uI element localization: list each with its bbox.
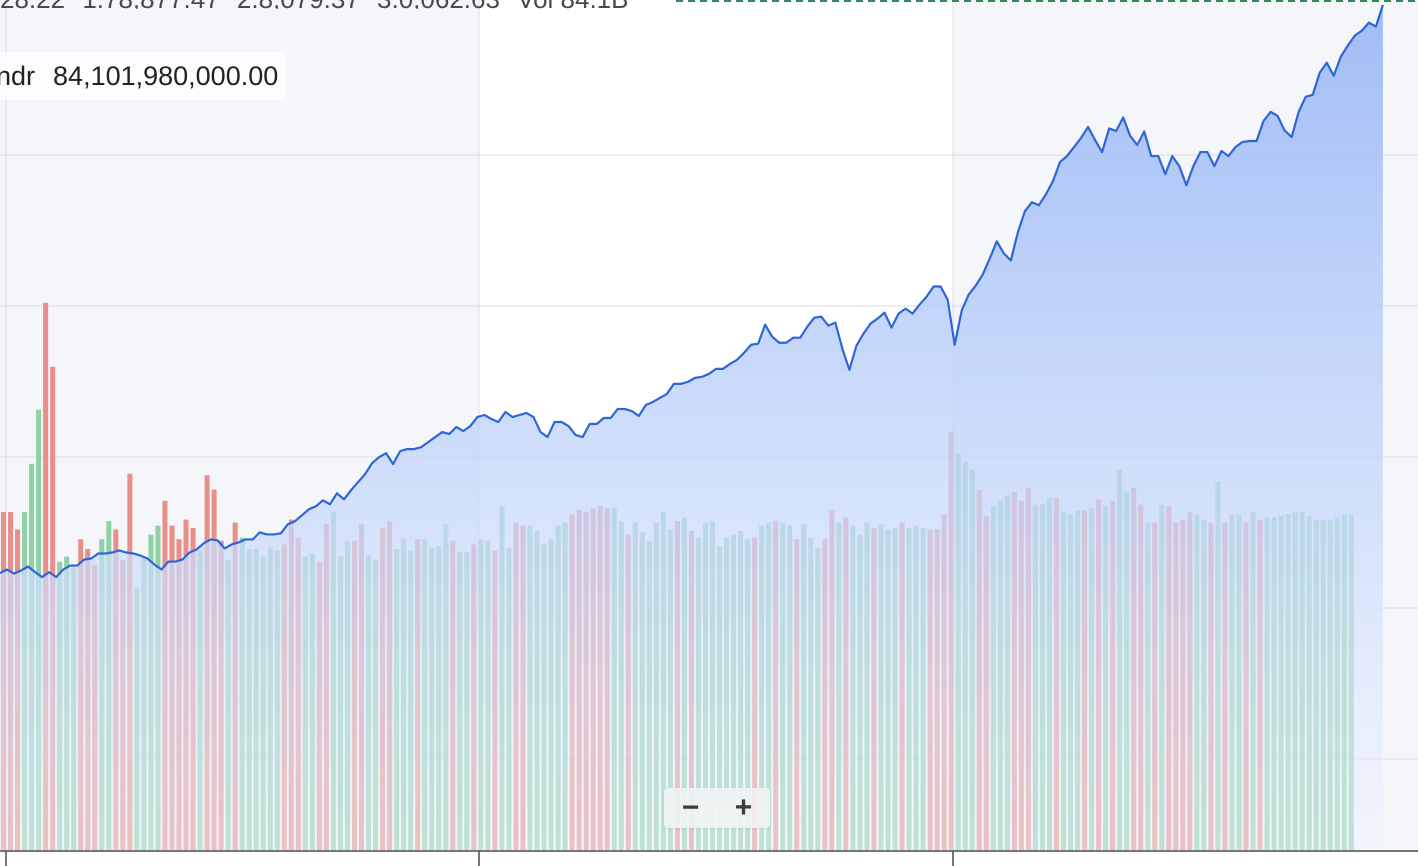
price-line — [0, 4, 1384, 579]
volume-legend: ndr 84,101,980,000.00 — [0, 52, 287, 100]
x-axis — [0, 850, 1418, 866]
legend-value: 84,101,980,000.00 — [53, 60, 279, 91]
legend-label: ndr — [0, 60, 36, 91]
zoom-in-button[interactable]: + — [734, 791, 753, 824]
header-value: 28.22 — [0, 0, 65, 9]
zoom-out-button[interactable]: − — [681, 791, 700, 824]
header-value: 1.78,877.47 — [82, 0, 219, 9]
header-value: 2.8,079.37 — [237, 0, 360, 9]
header-value: 3.0,062.63 — [377, 0, 500, 9]
header-value: Vol 84.1B — [517, 0, 628, 9]
ohlc-header: 28.22 1.78,877.47 2.8,079.37 3.0,062.63 … — [0, 0, 680, 9]
zoom-controls: − + — [664, 788, 770, 828]
price-area — [0, 5, 1383, 850]
